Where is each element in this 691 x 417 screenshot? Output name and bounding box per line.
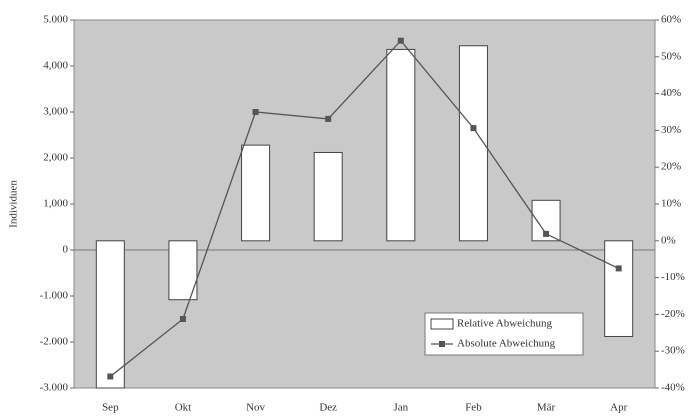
y-tick-label: 5.000 bbox=[43, 14, 68, 26]
y-tick-label: 3,000 bbox=[43, 106, 68, 118]
x-tick-label: Feb bbox=[465, 402, 482, 414]
legend-swatch bbox=[439, 341, 445, 347]
y-tick-label: 4,000 bbox=[43, 60, 68, 72]
y-tick-label: 0 bbox=[63, 244, 69, 256]
y-tick-label: -2.000 bbox=[40, 336, 69, 348]
marker bbox=[543, 230, 550, 237]
y-axis-label: Individuen bbox=[8, 180, 20, 228]
y-tick-label: 1,000 bbox=[43, 198, 68, 210]
y2-tick-label: -10% bbox=[661, 271, 685, 283]
y2-tick-label: 40% bbox=[661, 87, 681, 99]
bar bbox=[95, 240, 125, 389]
y2-tick-label: -20% bbox=[661, 308, 685, 320]
y2-tick-label: 0% bbox=[661, 234, 676, 246]
y-tick-label: -3.000 bbox=[40, 382, 69, 394]
y-tick-label: 2,000 bbox=[43, 152, 68, 164]
marker bbox=[470, 125, 477, 132]
marker bbox=[179, 316, 186, 322]
marker bbox=[397, 37, 404, 44]
bar bbox=[313, 151, 343, 242]
bar bbox=[241, 144, 271, 242]
bar bbox=[458, 45, 488, 242]
y2-tick-label: -30% bbox=[661, 345, 685, 357]
marker bbox=[325, 115, 332, 122]
x-tick-label: Apr bbox=[610, 402, 627, 414]
x-tick-label: Dez bbox=[319, 402, 337, 414]
x-tick-label: Sep bbox=[102, 402, 119, 414]
y2-tick-label: 20% bbox=[661, 161, 681, 173]
legend-label: Relative Abweichung bbox=[457, 318, 553, 330]
legend-label: Absolute Abweichung bbox=[457, 338, 556, 350]
bar bbox=[604, 240, 634, 337]
legend-swatch bbox=[430, 318, 454, 330]
y2-tick-label: 10% bbox=[661, 198, 681, 210]
line bbox=[109, 39, 619, 378]
x-tick-label: Okt bbox=[175, 402, 192, 414]
bar bbox=[168, 240, 198, 301]
marker bbox=[107, 373, 114, 380]
marker bbox=[615, 265, 622, 272]
y-tick-label: -1.000 bbox=[40, 290, 69, 302]
marker bbox=[252, 109, 259, 115]
x-tick-label: Nov bbox=[246, 402, 265, 414]
x-tick-label: Mär bbox=[537, 402, 556, 414]
y2-tick-label: 50% bbox=[661, 50, 681, 62]
y2-tick-label: 60% bbox=[661, 14, 681, 26]
x-tick-label: Jan bbox=[393, 402, 408, 414]
y2-tick-label: 30% bbox=[661, 124, 681, 136]
bar bbox=[386, 48, 416, 242]
y2-tick-label: -40% bbox=[661, 382, 685, 394]
